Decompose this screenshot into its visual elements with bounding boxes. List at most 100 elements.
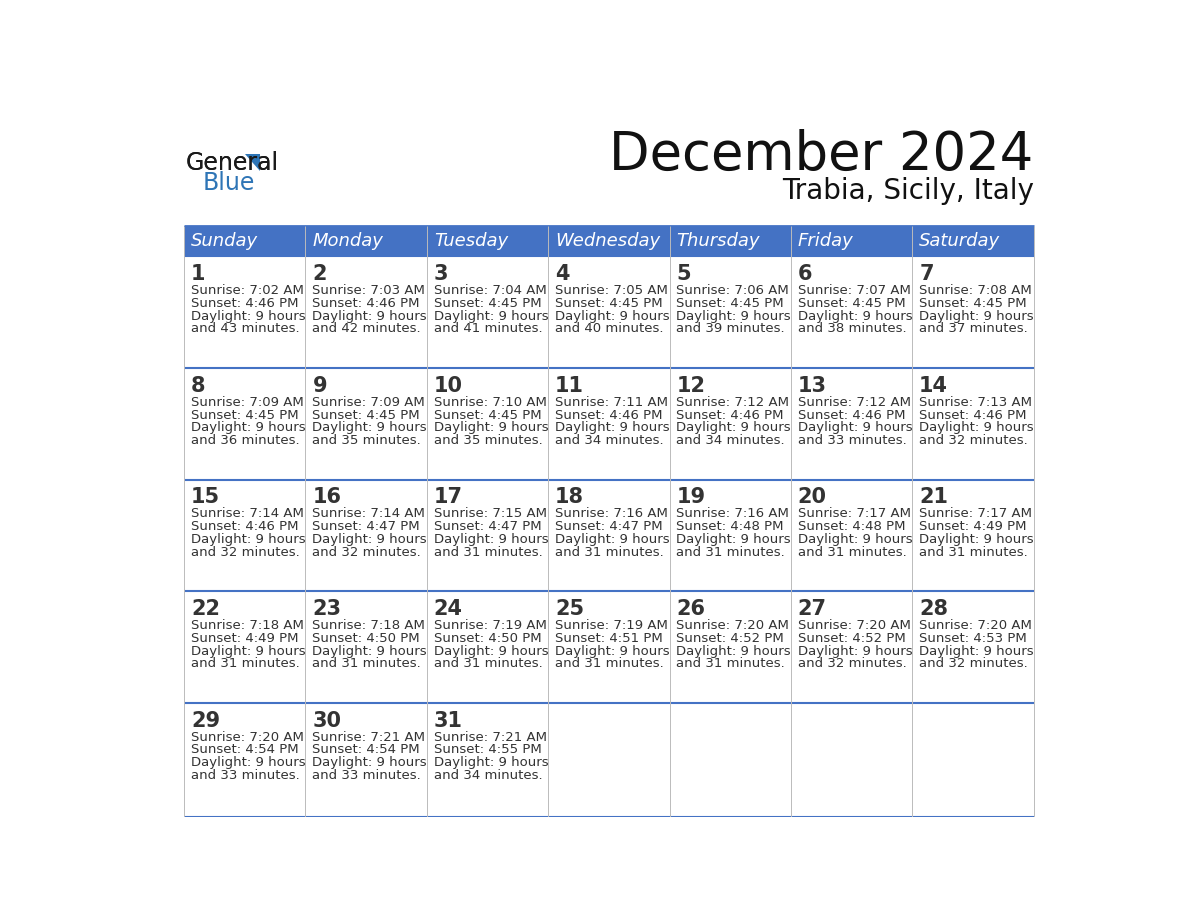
Text: and 31 minutes.: and 31 minutes. xyxy=(920,545,1028,558)
Text: Sunset: 4:52 PM: Sunset: 4:52 PM xyxy=(798,632,905,644)
Text: Sunrise: 7:17 AM: Sunrise: 7:17 AM xyxy=(920,508,1032,521)
Text: and 31 minutes.: and 31 minutes. xyxy=(555,657,664,670)
Text: 7: 7 xyxy=(920,264,934,285)
Text: Sunset: 4:45 PM: Sunset: 4:45 PM xyxy=(676,297,784,310)
Text: Daylight: 9 hours: Daylight: 9 hours xyxy=(434,309,549,322)
Text: and 32 minutes.: and 32 minutes. xyxy=(920,657,1028,670)
Text: Sunset: 4:45 PM: Sunset: 4:45 PM xyxy=(798,297,905,310)
Text: Daylight: 9 hours: Daylight: 9 hours xyxy=(434,644,549,657)
Text: and 36 minutes.: and 36 minutes. xyxy=(191,434,299,447)
Text: Sunrise: 7:10 AM: Sunrise: 7:10 AM xyxy=(434,396,546,409)
Text: 22: 22 xyxy=(191,599,220,619)
Text: Sunset: 4:45 PM: Sunset: 4:45 PM xyxy=(312,409,421,421)
Text: and 41 minutes.: and 41 minutes. xyxy=(434,322,543,335)
Bar xyxy=(184,256,1034,368)
Text: Sunrise: 7:14 AM: Sunrise: 7:14 AM xyxy=(191,508,304,521)
Text: and 42 minutes.: and 42 minutes. xyxy=(312,322,421,335)
Text: Wednesday: Wednesday xyxy=(555,232,661,250)
Text: Sunrise: 7:07 AM: Sunrise: 7:07 AM xyxy=(798,285,911,297)
Text: Sunrise: 7:09 AM: Sunrise: 7:09 AM xyxy=(191,396,304,409)
Text: 16: 16 xyxy=(312,487,341,508)
Text: Sunrise: 7:21 AM: Sunrise: 7:21 AM xyxy=(434,731,546,744)
Text: Tuesday: Tuesday xyxy=(434,232,508,250)
Text: Sunrise: 7:16 AM: Sunrise: 7:16 AM xyxy=(555,508,668,521)
Text: Sunset: 4:49 PM: Sunset: 4:49 PM xyxy=(920,521,1026,533)
Text: and 33 minutes.: and 33 minutes. xyxy=(191,769,299,782)
Text: and 35 minutes.: and 35 minutes. xyxy=(312,434,422,447)
Text: Daylight: 9 hours: Daylight: 9 hours xyxy=(312,309,428,322)
Text: Daylight: 9 hours: Daylight: 9 hours xyxy=(676,644,791,657)
Text: and 31 minutes.: and 31 minutes. xyxy=(555,545,664,558)
Text: Sunrise: 7:04 AM: Sunrise: 7:04 AM xyxy=(434,285,546,297)
Bar xyxy=(184,226,1034,256)
Text: 31: 31 xyxy=(434,711,463,731)
Text: Monday: Monday xyxy=(312,232,384,250)
Text: Daylight: 9 hours: Daylight: 9 hours xyxy=(191,532,305,546)
Text: Sunrise: 7:18 AM: Sunrise: 7:18 AM xyxy=(191,619,304,633)
Text: Daylight: 9 hours: Daylight: 9 hours xyxy=(676,421,791,434)
Text: Sunset: 4:46 PM: Sunset: 4:46 PM xyxy=(312,297,421,310)
Text: 13: 13 xyxy=(798,375,827,396)
Text: Sunrise: 7:12 AM: Sunrise: 7:12 AM xyxy=(676,396,790,409)
Text: Sunset: 4:46 PM: Sunset: 4:46 PM xyxy=(676,409,784,421)
Text: Sunset: 4:45 PM: Sunset: 4:45 PM xyxy=(555,297,663,310)
Text: 18: 18 xyxy=(555,487,584,508)
Text: 12: 12 xyxy=(676,375,706,396)
Text: General: General xyxy=(185,151,279,174)
Text: Daylight: 9 hours: Daylight: 9 hours xyxy=(434,756,549,769)
Text: Daylight: 9 hours: Daylight: 9 hours xyxy=(555,532,670,546)
Text: Sunrise: 7:20 AM: Sunrise: 7:20 AM xyxy=(798,619,911,633)
Text: Daylight: 9 hours: Daylight: 9 hours xyxy=(920,421,1034,434)
Text: General: General xyxy=(185,151,279,174)
Text: Sunset: 4:46 PM: Sunset: 4:46 PM xyxy=(191,297,298,310)
Text: Daylight: 9 hours: Daylight: 9 hours xyxy=(312,644,428,657)
Text: 1: 1 xyxy=(191,264,206,285)
Text: 25: 25 xyxy=(555,599,584,619)
Text: 8: 8 xyxy=(191,375,206,396)
Text: Daylight: 9 hours: Daylight: 9 hours xyxy=(920,532,1034,546)
Text: Daylight: 9 hours: Daylight: 9 hours xyxy=(191,644,305,657)
Text: and 31 minutes.: and 31 minutes. xyxy=(434,545,543,558)
Text: Friday: Friday xyxy=(798,232,854,250)
Text: Sunrise: 7:17 AM: Sunrise: 7:17 AM xyxy=(798,508,911,521)
Text: and 32 minutes.: and 32 minutes. xyxy=(191,545,299,558)
Text: Trabia, Sicily, Italy: Trabia, Sicily, Italy xyxy=(782,177,1034,205)
Text: Sunset: 4:48 PM: Sunset: 4:48 PM xyxy=(798,521,905,533)
Text: Sunrise: 7:14 AM: Sunrise: 7:14 AM xyxy=(312,508,425,521)
Text: 20: 20 xyxy=(798,487,827,508)
Text: December 2024: December 2024 xyxy=(609,129,1034,181)
Text: Sunset: 4:47 PM: Sunset: 4:47 PM xyxy=(555,521,663,533)
Text: Daylight: 9 hours: Daylight: 9 hours xyxy=(191,756,305,769)
Text: and 32 minutes.: and 32 minutes. xyxy=(312,545,422,558)
Bar xyxy=(184,703,1034,817)
Text: and 31 minutes.: and 31 minutes. xyxy=(676,545,785,558)
Text: Sunrise: 7:05 AM: Sunrise: 7:05 AM xyxy=(555,285,668,297)
Text: Daylight: 9 hours: Daylight: 9 hours xyxy=(555,309,670,322)
Text: and 31 minutes.: and 31 minutes. xyxy=(798,545,906,558)
Text: Sunset: 4:46 PM: Sunset: 4:46 PM xyxy=(920,409,1026,421)
Text: Sunset: 4:46 PM: Sunset: 4:46 PM xyxy=(191,521,298,533)
Text: Sunrise: 7:02 AM: Sunrise: 7:02 AM xyxy=(191,285,304,297)
Text: and 31 minutes.: and 31 minutes. xyxy=(434,657,543,670)
Text: Sunrise: 7:19 AM: Sunrise: 7:19 AM xyxy=(555,619,668,633)
Text: Daylight: 9 hours: Daylight: 9 hours xyxy=(191,421,305,434)
Text: Sunrise: 7:19 AM: Sunrise: 7:19 AM xyxy=(434,619,546,633)
Text: and 31 minutes.: and 31 minutes. xyxy=(312,657,422,670)
Text: and 34 minutes.: and 34 minutes. xyxy=(555,434,664,447)
Text: 29: 29 xyxy=(191,711,220,731)
Text: 17: 17 xyxy=(434,487,463,508)
Text: Sunrise: 7:15 AM: Sunrise: 7:15 AM xyxy=(434,508,546,521)
Text: Sunrise: 7:18 AM: Sunrise: 7:18 AM xyxy=(312,619,425,633)
Text: Daylight: 9 hours: Daylight: 9 hours xyxy=(798,644,912,657)
Text: Sunset: 4:53 PM: Sunset: 4:53 PM xyxy=(920,632,1026,644)
Text: Daylight: 9 hours: Daylight: 9 hours xyxy=(312,532,428,546)
Text: and 35 minutes.: and 35 minutes. xyxy=(434,434,543,447)
Text: Sunset: 4:51 PM: Sunset: 4:51 PM xyxy=(555,632,663,644)
Text: Sunset: 4:50 PM: Sunset: 4:50 PM xyxy=(312,632,421,644)
Text: Sunrise: 7:20 AM: Sunrise: 7:20 AM xyxy=(191,731,304,744)
Text: Sunset: 4:54 PM: Sunset: 4:54 PM xyxy=(312,744,421,756)
Text: and 39 minutes.: and 39 minutes. xyxy=(676,322,785,335)
Text: 4: 4 xyxy=(555,264,570,285)
Text: and 33 minutes.: and 33 minutes. xyxy=(798,434,906,447)
Text: 3: 3 xyxy=(434,264,448,285)
